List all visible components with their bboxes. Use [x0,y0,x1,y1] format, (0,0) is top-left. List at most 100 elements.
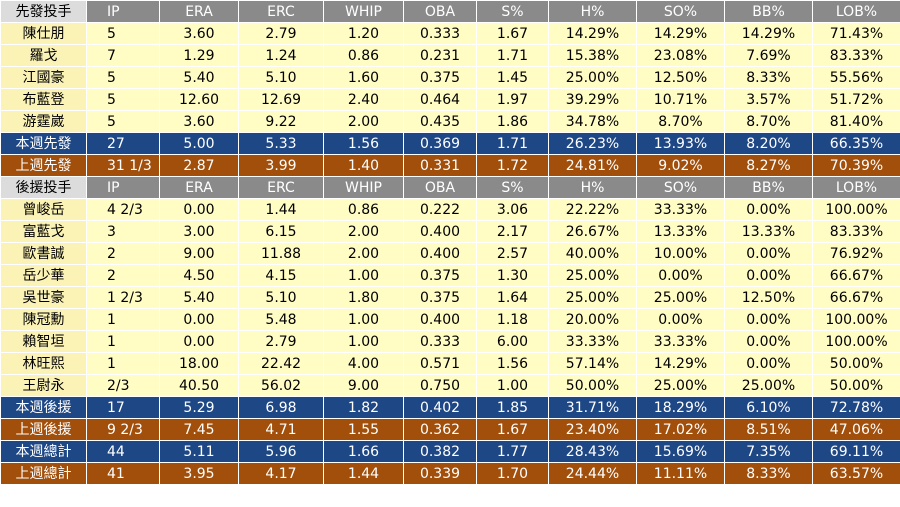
column-header: SO% [636,176,725,199]
table-row: 吳世豪 1 2/3 5.40 5.10 1.80 0.375 1.64 25.00% 25.00… [0,286,900,309]
stat-cell: 1.71 [476,44,549,67]
stat-cell: 1.66 [323,440,404,463]
stat-cell: 9.00 [323,374,404,397]
stat-cell: 1.30 [476,264,549,287]
stat-cell: 14.29% [724,22,813,45]
stat-cell: 15.69% [636,440,725,463]
stat-cell: 28.43% [548,440,637,463]
stat-cell: 1.85 [476,396,549,419]
stat-cell: 2 [86,264,160,287]
stat-cell: 0.400 [403,242,477,265]
stat-cell: 4 2/3 [86,198,160,221]
stat-cell: 0.464 [403,88,477,111]
stat-cell: 1.00 [323,330,404,353]
stat-cell: 11.88 [238,242,324,265]
stat-cell: 3.60 [159,22,239,45]
stat-cell: 2.17 [476,220,549,243]
stat-cell: 0.00% [724,198,813,221]
stat-cell: 9.00 [159,242,239,265]
stat-cell: 0.00% [724,242,813,265]
stat-cell: 2.00 [323,110,404,133]
table-row: 富藍戈 3 3.00 6.15 2.00 0.400 2.17 26.67% 13.33% 13.… [0,220,900,243]
name-cell: 林旺熙 [0,352,87,375]
name-cell: 游霆崴 [0,110,87,133]
summary-row: 本週先發 27 5.00 5.33 1.56 0.369 1.71 26.23% 13.93% 8… [0,132,900,155]
stat-cell: 18.00 [159,352,239,375]
name-cell: 上週後援 [0,418,87,441]
stat-cell: 8.33% [724,66,813,89]
stat-cell: 0.382 [403,440,477,463]
stat-cell: 1 [86,330,160,353]
table-row: 林旺熙 1 18.00 22.42 4.00 0.571 1.56 57.14% 14.29% 0… [0,352,900,375]
name-cell: 陳冠勳 [0,308,87,331]
stat-cell: 8.51% [724,418,813,441]
stat-cell: 1.82 [323,396,404,419]
stat-cell: 5 [86,66,160,89]
stat-cell: 2.57 [476,242,549,265]
stat-cell: 26.67% [548,220,637,243]
stat-cell: 0.400 [403,220,477,243]
column-header: OBA [403,176,477,199]
table-row: 賴智垣 1 0.00 2.79 1.00 0.333 6.00 33.33% 33.33% 0.0… [0,330,900,353]
stat-cell: 1.72 [476,154,549,177]
stat-cell: 47.06% [812,418,900,441]
stat-cell: 0.750 [403,374,477,397]
column-header: IP [86,0,160,23]
stat-cell: 0.00% [724,352,813,375]
stat-cell: 14.29% [548,22,637,45]
stat-cell: 44 [86,440,160,463]
stat-cell: 33.33% [548,330,637,353]
stat-cell: 1.60 [323,66,404,89]
stat-cell: 2 [86,242,160,265]
stat-cell: 5.48 [238,308,324,331]
table-body: 先發投手 IP ERA ERC WHIP OBA S% H% SO% BB% LOB% 陳仕朋 5 3.6… [0,0,900,485]
stat-cell: 24.44% [548,462,637,485]
stat-cell: 2.40 [323,88,404,111]
stat-cell: 10.71% [636,88,725,111]
column-header: SO% [636,0,725,23]
stat-cell: 7.45 [159,418,239,441]
stat-cell: 6.00 [476,330,549,353]
stat-cell: 0.00% [724,308,813,331]
stat-cell: 25.00% [548,264,637,287]
stat-cell: 0.333 [403,330,477,353]
stat-cell: 25.00% [636,374,725,397]
stat-cell: 24.81% [548,154,637,177]
stat-cell: 1 2/3 [86,286,160,309]
stat-cell: 6.98 [238,396,324,419]
stat-cell: 5 [86,88,160,111]
column-header: BB% [724,0,813,23]
stat-cell: 20.00% [548,308,637,331]
table-row: 歐書誠 2 9.00 11.88 2.00 0.400 2.57 40.00% 10.00% 0.… [0,242,900,265]
stat-cell: 6.10% [724,396,813,419]
stat-cell: 12.69 [238,88,324,111]
name-cell: 賴智垣 [0,330,87,353]
stat-cell: 18.29% [636,396,725,419]
stat-cell: 1.44 [238,198,324,221]
stat-cell: 0.375 [403,286,477,309]
column-header: ERC [238,176,324,199]
summary-row: 本週後援 17 5.29 6.98 1.82 0.402 1.85 31.71% 18.29% 6… [0,396,900,419]
stat-cell: 31 1/3 [86,154,160,177]
stat-cell: 0.369 [403,132,477,155]
stat-cell: 0.339 [403,462,477,485]
stat-cell: 25.00% [548,286,637,309]
stat-cell: 66.35% [812,132,900,155]
name-cell: 本週後援 [0,396,87,419]
stat-cell: 1.00 [323,308,404,331]
stat-cell: 5.40 [159,66,239,89]
table-row: 布藍登 5 12.60 12.69 2.40 0.464 1.97 39.29% 10.71% 3… [0,88,900,111]
stat-cell: 14.29% [636,352,725,375]
stat-cell: 0.00 [159,330,239,353]
summary-row: 上週後援 9 2/3 7.45 4.71 1.55 0.362 1.67 23.40% 17.0… [0,418,900,441]
total-row: 本週總計 44 5.11 5.96 1.66 0.382 1.77 28.43% 15.69% 7… [0,440,900,463]
stat-cell: 0.375 [403,264,477,287]
name-cell: 王尉永 [0,374,87,397]
column-header: WHIP [323,176,404,199]
stat-cell: 25.00% [724,374,813,397]
stat-cell: 1.55 [323,418,404,441]
stat-cell: 1 [86,352,160,375]
stat-cell: 0.402 [403,396,477,419]
stat-cell: 5.40 [159,286,239,309]
pitching-stats-table: 先發投手 IP ERA ERC WHIP OBA S% H% SO% BB% LOB% 陳仕朋 5 3.6… [0,0,900,485]
